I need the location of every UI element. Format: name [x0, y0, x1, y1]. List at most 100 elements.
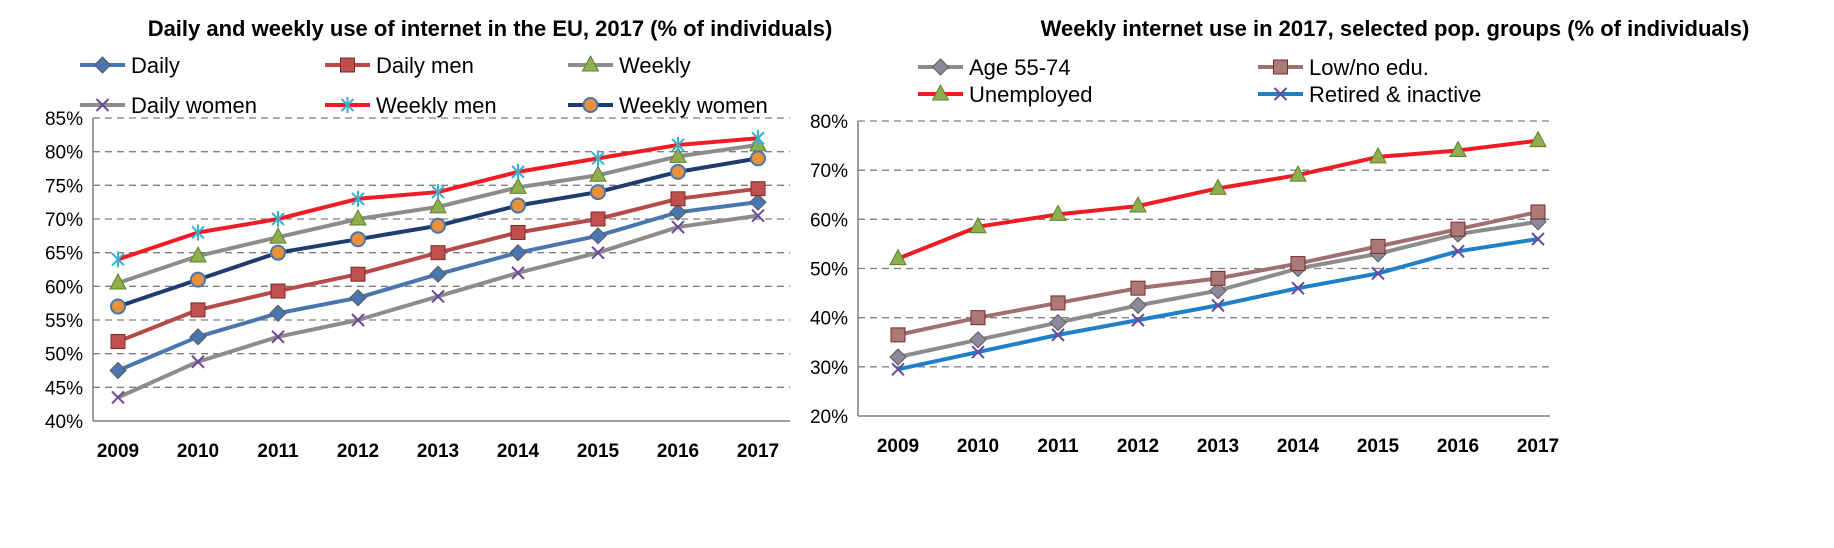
- data-point: [189, 328, 207, 346]
- series-unemployed: [889, 130, 1547, 266]
- data-point: [109, 361, 127, 380]
- data-point: [751, 208, 765, 223]
- data-point: [271, 211, 285, 227]
- data-point: [749, 193, 767, 211]
- y-tick-label: 70%: [810, 161, 848, 182]
- data-point: [1290, 256, 1306, 272]
- data-point: [509, 243, 527, 262]
- data-point: [111, 251, 125, 268]
- series-weekly: [109, 134, 767, 290]
- x-tick-label: 2010: [957, 436, 999, 457]
- x-tick-label: 2011: [257, 441, 299, 462]
- legend-label: Daily women: [131, 93, 257, 118]
- x-tick-label: 2010: [177, 441, 219, 462]
- data-point: [670, 163, 686, 180]
- y-tick-label: 65%: [45, 244, 83, 265]
- data-point: [109, 272, 127, 290]
- y-tick-label: 40%: [810, 309, 848, 330]
- data-point: [111, 390, 125, 405]
- data-point: [1129, 195, 1147, 213]
- y-tick-labels: 40% 45% 50% 55% 60% 65% 70% 75% 80% 85%: [45, 109, 83, 433]
- data-point: [1130, 280, 1146, 296]
- x-tick-label: 2011: [1037, 436, 1079, 457]
- y-tick-label: 30%: [810, 358, 848, 379]
- data-point: [1049, 313, 1067, 332]
- legend-marker: [931, 58, 950, 76]
- data-point: [1209, 281, 1227, 300]
- data-point: [1451, 244, 1465, 258]
- data-point: [1369, 146, 1387, 164]
- data-point: [1370, 238, 1386, 254]
- legend-label: Daily: [131, 53, 180, 78]
- legend-marker: [1273, 87, 1288, 101]
- y-tick-label: 75%: [45, 176, 83, 197]
- data-point: [669, 146, 687, 163]
- data-point: [1211, 298, 1225, 313]
- x-tick-label: 2012: [1117, 436, 1159, 457]
- x-tick-labels: 2009 2010 2011 2012 2013 2014 2015 2016 2017: [877, 436, 1559, 457]
- data-point: [1531, 232, 1545, 246]
- data-point: [191, 355, 205, 369]
- data-point: [589, 227, 607, 245]
- data-point: [511, 266, 525, 280]
- data-point: [671, 136, 685, 153]
- legend-marker: [95, 98, 110, 112]
- data-point: [351, 190, 365, 207]
- legend-item-daily-men: Daily men: [325, 53, 474, 78]
- data-point: [431, 289, 445, 304]
- series-retired-inactive: [891, 232, 1545, 376]
- data-point: [1291, 281, 1305, 295]
- data-point: [1131, 313, 1145, 327]
- data-point: [1529, 130, 1547, 148]
- legend-marker: [93, 56, 112, 74]
- data-point: [270, 244, 286, 261]
- data-point: [430, 245, 446, 261]
- data-point: [1449, 140, 1467, 157]
- legend-label: Daily men: [376, 53, 474, 78]
- data-point: [349, 208, 367, 226]
- data-point: [890, 327, 906, 343]
- legend-marker: [581, 54, 600, 72]
- x-tick-label: 2012: [337, 441, 379, 462]
- data-point: [429, 265, 447, 283]
- legend-item-weekly-women: Weekly women: [568, 93, 768, 118]
- series-daily-men: [110, 181, 766, 350]
- y-tick-label: 45%: [45, 378, 83, 399]
- legend-item-weekly-men: Weekly men: [325, 93, 497, 118]
- legend-marker: [340, 97, 355, 113]
- data-point: [1209, 178, 1227, 195]
- legend-label: Weekly men: [376, 93, 497, 118]
- data-point: [190, 302, 206, 318]
- gridlines: [858, 120, 1550, 368]
- data-point: [509, 177, 527, 194]
- y-tick-label: 80%: [810, 112, 848, 133]
- y-tick-label: 55%: [45, 311, 83, 332]
- data-point: [590, 184, 606, 201]
- x-tick-label: 2013: [1197, 436, 1239, 457]
- data-point: [269, 227, 287, 244]
- legend-marker: [931, 83, 950, 101]
- series-low-no-edu: [890, 204, 1546, 343]
- x-tick-label: 2009: [97, 441, 139, 462]
- data-point: [191, 224, 205, 241]
- chart-internet-use-eu: Daily and weekly use of internet in the …: [45, 16, 832, 462]
- data-point: [349, 289, 367, 307]
- legend-item-daily-women: Daily women: [80, 93, 257, 118]
- x-tick-labels: 2009 2010 2011 2012 2013 2014 2015 2016 2017: [97, 441, 779, 462]
- data-point: [891, 362, 905, 376]
- y-tick-label: 50%: [45, 345, 83, 366]
- data-point: [1049, 204, 1067, 221]
- data-point: [969, 216, 987, 234]
- data-point: [351, 313, 365, 327]
- legend-item-age-55-74: Age 55-74: [918, 55, 1071, 80]
- legend-item-low-no-edu: Low/no edu.: [1258, 55, 1429, 80]
- data-point: [350, 231, 366, 248]
- series-daily: [109, 193, 767, 380]
- data-point: [1051, 328, 1065, 342]
- data-point: [971, 345, 985, 359]
- x-tick-label: 2016: [1437, 436, 1479, 457]
- data-point: [510, 197, 526, 214]
- data-point: [591, 150, 605, 167]
- data-point: [671, 220, 685, 234]
- legend-label: Weekly: [619, 53, 691, 78]
